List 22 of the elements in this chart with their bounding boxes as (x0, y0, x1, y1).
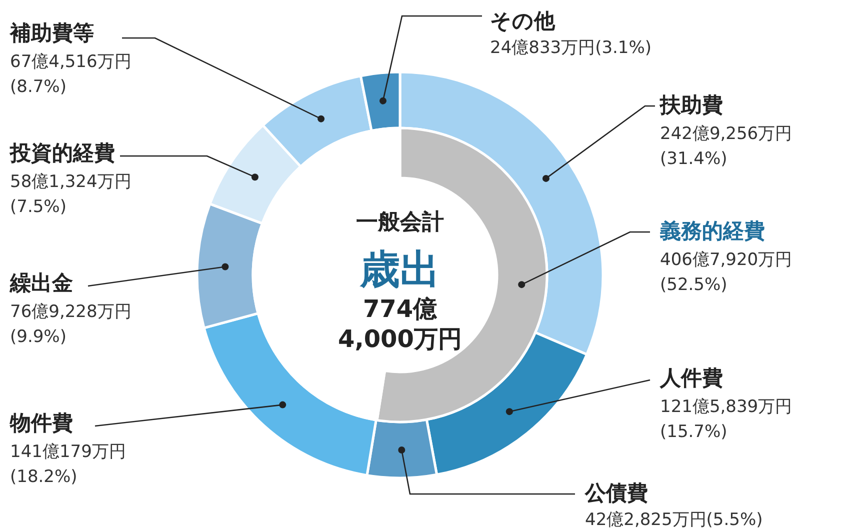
data-label: 67億4,516万円(8.7%) (10, 52, 132, 97)
slice-label: その他 (490, 9, 556, 33)
data-label: 24億833万円(3.1%) (490, 38, 652, 58)
slice-label: 繰出金 (9, 271, 73, 295)
data-label: 42億2,825万円(5.5%) (585, 510, 763, 528)
data-label: 58億1,324万円(7.5%) (10, 172, 132, 217)
slice-label: 扶助費 (659, 93, 723, 117)
text: 774億 (362, 295, 438, 323)
data-label: 141億179万円(18.2%) (10, 442, 126, 487)
text: 歳出 (359, 247, 440, 293)
slice-label: 人件費 (659, 366, 723, 390)
data-label: 76億9,228万円(9.9%) (10, 302, 132, 347)
slice-label: 投資的経費 (9, 141, 115, 165)
data-label: 242億9,256万円(31.4%) (660, 124, 792, 169)
slice-label: 物件費 (9, 411, 73, 435)
slice-label: 公債費 (584, 481, 648, 505)
text: 4,000万円 (338, 325, 462, 353)
data-label: 406億7,920万円(52.5%) (660, 250, 792, 295)
data-label: 121億5,839万円(15.7%) (660, 397, 792, 442)
text: 一般会計 (356, 210, 444, 235)
slice-label: 義務的経費 (659, 219, 765, 243)
slice-label: 補助費等 (9, 21, 94, 45)
